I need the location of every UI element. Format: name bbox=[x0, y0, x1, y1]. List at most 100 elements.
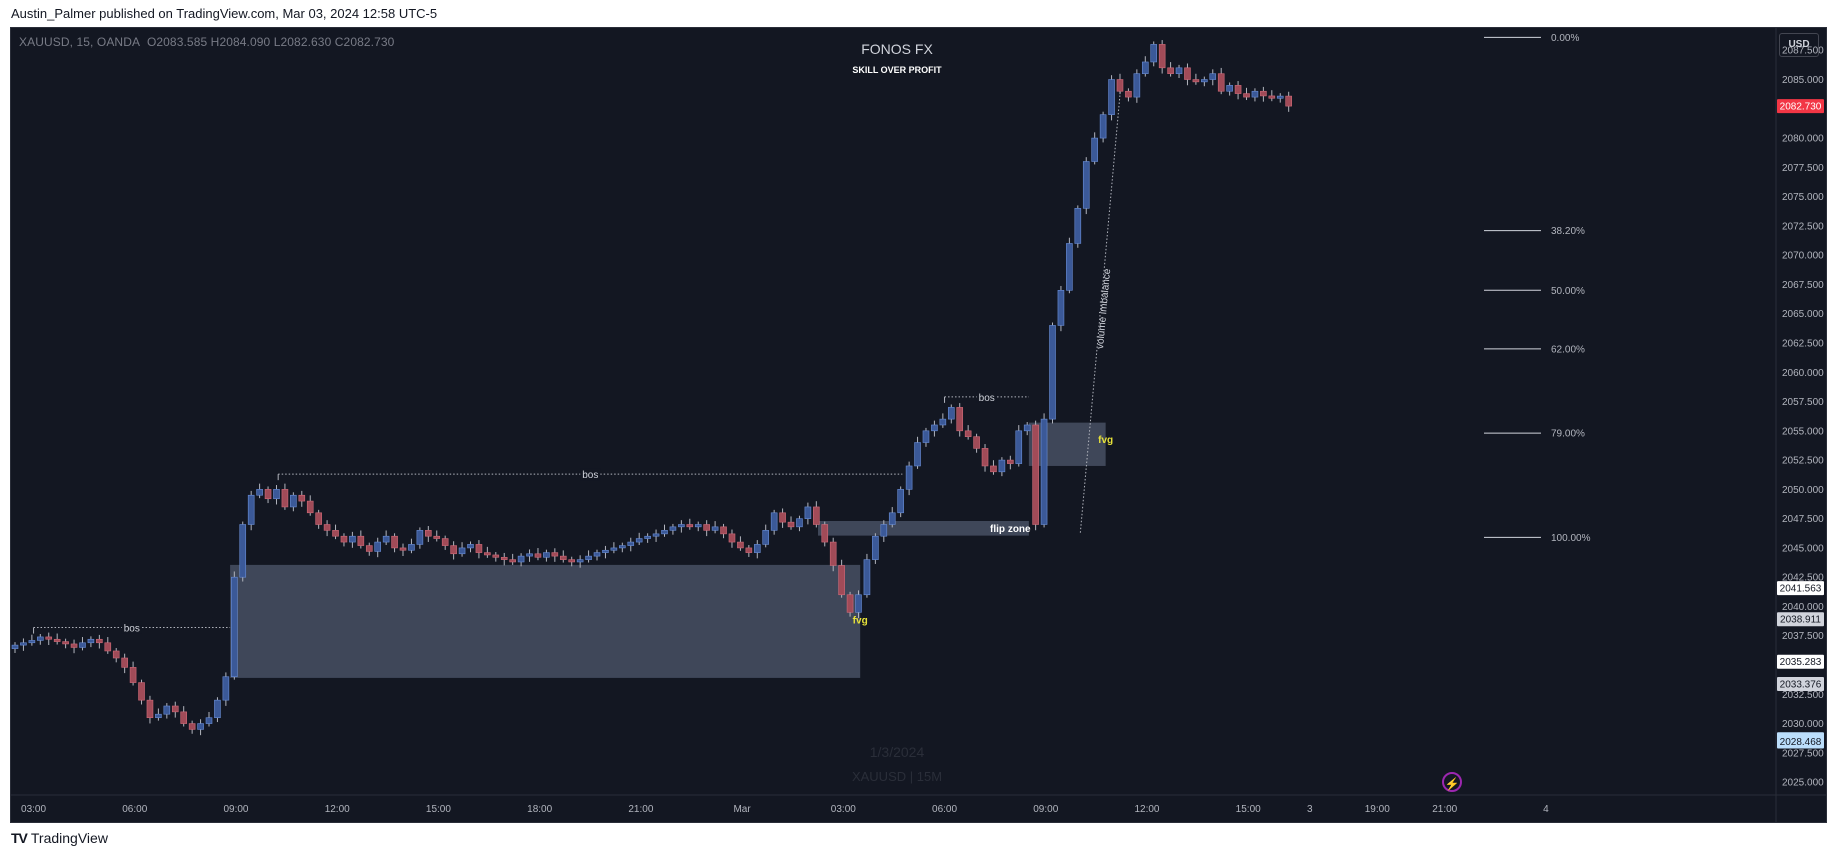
candle-body bbox=[711, 526, 719, 531]
candle-body bbox=[70, 643, 78, 648]
fvg-label: fvg bbox=[1098, 435, 1113, 446]
price-tick-label: 2025.000 bbox=[1782, 778, 1824, 789]
candle-body bbox=[441, 538, 449, 546]
time-tick-label: 15:00 bbox=[426, 804, 451, 815]
candle-body bbox=[1125, 90, 1132, 98]
published-header: Austin_Palmer published on TradingView.c… bbox=[11, 6, 438, 21]
time-tick-label: 21:00 bbox=[1432, 804, 1457, 815]
candle-body bbox=[509, 559, 516, 563]
candle-body bbox=[332, 530, 339, 537]
fvg-label: fvg bbox=[853, 615, 868, 626]
bos-label-bg bbox=[121, 621, 142, 634]
price-tick-label: 2047.500 bbox=[1782, 514, 1824, 525]
candle-body bbox=[947, 407, 955, 420]
chart-frame[interactable]: 0.00% 38.20% 50.00% 62.00% 79.00% 100.00% bos… bbox=[10, 27, 1827, 823]
tradingview-logo[interactable]: TV TradingView bbox=[11, 830, 108, 846]
candle-body bbox=[981, 448, 989, 467]
candle-body bbox=[1049, 325, 1056, 420]
candle-body bbox=[1226, 85, 1233, 92]
candle-body bbox=[973, 436, 980, 449]
candle-body bbox=[79, 642, 86, 648]
candle-body bbox=[753, 544, 761, 553]
candle-body bbox=[610, 547, 618, 551]
candle-body bbox=[365, 545, 373, 552]
time-tick-label: 03:00 bbox=[831, 804, 856, 815]
candle-body bbox=[433, 535, 441, 539]
candle-body bbox=[1082, 161, 1090, 209]
candle-body bbox=[627, 541, 635, 546]
candle-body bbox=[163, 705, 171, 715]
candle-body bbox=[129, 667, 137, 683]
candle-body bbox=[838, 565, 845, 596]
candle-body bbox=[576, 559, 584, 563]
candle-body bbox=[11, 644, 19, 649]
time-tick-label: 06:00 bbox=[122, 804, 147, 815]
candle-body bbox=[922, 430, 930, 443]
candle-body bbox=[247, 494, 255, 525]
candle-body bbox=[745, 547, 753, 553]
time-tick-label: 21:00 bbox=[628, 804, 653, 815]
fib-level-label: 50.00% bbox=[1551, 286, 1585, 297]
candle-body bbox=[534, 553, 542, 558]
price-tick-label: 2077.500 bbox=[1782, 163, 1824, 174]
ohlc-values: O2083.585 H2084.090 L2082.630 C2082.730 bbox=[146, 35, 395, 49]
candle-body bbox=[1184, 67, 1191, 80]
candle-body bbox=[931, 424, 938, 432]
candle-body bbox=[20, 642, 27, 646]
candle-body bbox=[138, 682, 145, 701]
candle-body bbox=[180, 711, 187, 724]
candle-body bbox=[652, 533, 660, 537]
price-tick-label: 2052.500 bbox=[1782, 456, 1824, 467]
price-tick-label: 2087.500 bbox=[1782, 46, 1824, 57]
candle-body bbox=[888, 512, 896, 525]
time-axis: 03:00 06:00 09:00 12:00 15:00 18:00 21:00 Mar 03… bbox=[21, 804, 1549, 815]
fib-level-label: 62.00% bbox=[1551, 344, 1585, 355]
candle-body bbox=[846, 594, 854, 613]
candle-body bbox=[872, 535, 879, 560]
price-tag-label: 2041.563 bbox=[1780, 584, 1822, 595]
candle-body bbox=[239, 524, 247, 578]
price-chart[interactable]: 0.00% 38.20% 50.00% 62.00% 79.00% 100.00% bos… bbox=[11, 28, 1826, 822]
candle-body bbox=[87, 638, 95, 644]
candle-body bbox=[1133, 73, 1141, 98]
candle-body bbox=[1141, 61, 1149, 74]
price-tick-label: 2032.500 bbox=[1782, 690, 1824, 701]
bos-label: bos bbox=[124, 624, 140, 635]
price-tick-label: 2050.000 bbox=[1782, 485, 1824, 496]
candle-body bbox=[1023, 424, 1031, 432]
price-tick-label: 2065.000 bbox=[1782, 309, 1824, 320]
price-tag-bg bbox=[1777, 581, 1824, 596]
candle-body bbox=[416, 530, 424, 545]
candle-body bbox=[1150, 44, 1158, 63]
bos-label-bg bbox=[580, 468, 601, 481]
candle-body bbox=[467, 544, 474, 549]
price-tag-bg bbox=[1777, 654, 1824, 669]
candle-body bbox=[543, 552, 550, 558]
time-tick-label: 12:00 bbox=[1134, 804, 1159, 815]
fib-level-label: 0.00% bbox=[1551, 33, 1579, 44]
price-tag-label: 2028.468 bbox=[1780, 737, 1822, 748]
candle-body bbox=[1091, 137, 1098, 162]
fib-level-label: 79.00% bbox=[1551, 429, 1585, 440]
candle-body bbox=[28, 640, 36, 644]
candle-body bbox=[559, 555, 567, 560]
price-tick-label: 2085.000 bbox=[1782, 75, 1824, 86]
candle-body bbox=[551, 552, 559, 557]
time-tick-label: 03:00 bbox=[21, 804, 46, 815]
candle-body bbox=[855, 594, 862, 613]
candle-body bbox=[340, 535, 348, 543]
lightning-icon[interactable]: ⚡ bbox=[1442, 772, 1462, 792]
candle-body bbox=[635, 538, 643, 543]
candle-body bbox=[762, 530, 770, 545]
candle-body bbox=[1234, 85, 1242, 94]
price-tick-label: 2080.000 bbox=[1782, 134, 1824, 145]
grid-lines bbox=[11, 28, 1826, 822]
candle-body bbox=[804, 506, 812, 519]
candle-body bbox=[1167, 67, 1174, 74]
price-tick-label: 2060.000 bbox=[1782, 368, 1824, 379]
currency-button[interactable]: USD bbox=[1779, 33, 1819, 57]
candle-body bbox=[593, 552, 601, 557]
candle-body bbox=[1116, 79, 1124, 92]
candle-body bbox=[694, 524, 702, 528]
candle-body bbox=[264, 489, 272, 500]
